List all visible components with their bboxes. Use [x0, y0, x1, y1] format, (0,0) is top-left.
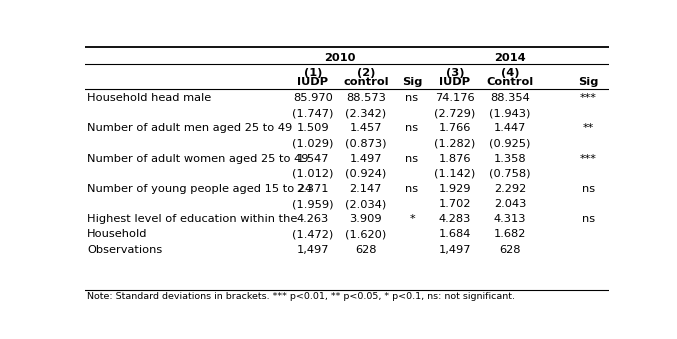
Text: (1.029): (1.029) — [292, 139, 334, 148]
Text: 1.457: 1.457 — [349, 123, 382, 133]
Text: Household: Household — [87, 230, 148, 239]
Text: 1,497: 1,497 — [439, 244, 471, 255]
Text: ns: ns — [406, 123, 418, 133]
Text: (1.747): (1.747) — [292, 108, 334, 118]
Text: ***: *** — [580, 154, 596, 164]
Text: (1.620): (1.620) — [345, 230, 387, 239]
Text: 4.313: 4.313 — [494, 214, 527, 224]
Text: 1.509: 1.509 — [297, 123, 329, 133]
Text: 628: 628 — [500, 244, 521, 255]
Text: (1.943): (1.943) — [489, 108, 531, 118]
Text: IUDP: IUDP — [439, 77, 471, 87]
Text: 1.682: 1.682 — [494, 230, 526, 239]
Text: ns: ns — [582, 214, 595, 224]
Text: Sig: Sig — [402, 77, 422, 87]
Text: ns: ns — [406, 154, 418, 164]
Text: (4): (4) — [501, 68, 519, 78]
Text: Note: Standard deviations in brackets. *** p<0.01, ** p<0.05, * p<0.1, ns: not s: Note: Standard deviations in brackets. *… — [87, 292, 515, 301]
Text: (3): (3) — [445, 68, 464, 78]
Text: 4.263: 4.263 — [297, 214, 329, 224]
Text: control: control — [343, 77, 389, 87]
Text: (0.925): (0.925) — [489, 139, 531, 148]
Text: 88.354: 88.354 — [490, 93, 530, 103]
Text: 628: 628 — [355, 244, 376, 255]
Text: 2014: 2014 — [494, 53, 525, 63]
Text: 1.702: 1.702 — [439, 199, 471, 209]
Text: ***: *** — [580, 93, 596, 103]
Text: 1.684: 1.684 — [439, 230, 471, 239]
Text: 2.147: 2.147 — [349, 184, 382, 194]
Text: Control: Control — [487, 77, 533, 87]
Text: (2): (2) — [357, 68, 375, 78]
Text: Observations: Observations — [87, 244, 162, 255]
Text: 2010: 2010 — [324, 53, 356, 63]
Text: 2.371: 2.371 — [297, 184, 329, 194]
Text: 88.573: 88.573 — [346, 93, 386, 103]
Text: (0.873): (0.873) — [345, 139, 387, 148]
Text: (1.472): (1.472) — [292, 230, 334, 239]
Text: Household head male: Household head male — [87, 93, 211, 103]
Text: Number of adult women aged 25 to 49: Number of adult women aged 25 to 49 — [87, 154, 309, 164]
Text: Highest level of education within the: Highest level of education within the — [87, 214, 298, 224]
Text: 85.970: 85.970 — [293, 93, 333, 103]
Text: (1.012): (1.012) — [292, 169, 334, 179]
Text: *: * — [409, 214, 415, 224]
Text: IUDP: IUDP — [297, 77, 328, 87]
Text: 1.358: 1.358 — [494, 154, 527, 164]
Text: 1,497: 1,497 — [297, 244, 329, 255]
Text: ns: ns — [406, 184, 418, 194]
Text: **: ** — [583, 123, 594, 133]
Text: (1.282): (1.282) — [435, 139, 476, 148]
Text: ns: ns — [582, 184, 595, 194]
Text: Sig: Sig — [578, 77, 598, 87]
Text: (0.758): (0.758) — [489, 169, 531, 179]
Text: 3.909: 3.909 — [349, 214, 382, 224]
Text: 1.929: 1.929 — [439, 184, 471, 194]
Text: Number of young people aged 15 to 24: Number of young people aged 15 to 24 — [87, 184, 312, 194]
Text: 1.497: 1.497 — [349, 154, 382, 164]
Text: 1.876: 1.876 — [439, 154, 471, 164]
Text: Number of adult men aged 25 to 49: Number of adult men aged 25 to 49 — [87, 123, 292, 133]
Text: ns: ns — [406, 93, 418, 103]
Text: 1.447: 1.447 — [494, 123, 526, 133]
Text: (1): (1) — [304, 68, 322, 78]
Text: (1.142): (1.142) — [435, 169, 476, 179]
Text: (2.729): (2.729) — [435, 108, 476, 118]
Text: 2.292: 2.292 — [494, 184, 526, 194]
Text: (2.034): (2.034) — [345, 199, 387, 209]
Text: (1.959): (1.959) — [292, 199, 334, 209]
Text: 1.766: 1.766 — [439, 123, 471, 133]
Text: 1.547: 1.547 — [297, 154, 329, 164]
Text: 2.043: 2.043 — [494, 199, 526, 209]
Text: 74.176: 74.176 — [435, 93, 475, 103]
Text: 4.283: 4.283 — [439, 214, 471, 224]
Text: (0.924): (0.924) — [345, 169, 387, 179]
Text: (2.342): (2.342) — [345, 108, 387, 118]
